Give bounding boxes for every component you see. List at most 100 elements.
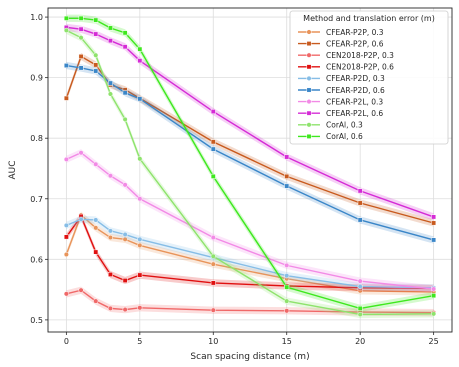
data-point — [93, 161, 99, 167]
data-point — [357, 305, 363, 311]
data-point — [63, 291, 69, 297]
data-point — [137, 96, 143, 102]
legend-marker — [306, 75, 312, 81]
y-tick-label: 0.8 — [30, 134, 43, 143]
axes: 0 5 10 15 20 25 0.5 0.6 0.7 0.8 0.9 1.0 Scan spacing… — [8, 7, 453, 362]
x-tick-label: 10 — [208, 337, 218, 346]
data-point — [357, 217, 363, 223]
legend-item-3: CEN2018-P2P, 0.3 — [298, 51, 394, 60]
series-line — [66, 26, 434, 218]
data-point — [122, 182, 128, 188]
data-point — [284, 273, 290, 279]
data-point — [122, 116, 128, 122]
series-10 — [63, 14, 437, 313]
legend-label: CFEAR-P2D, 0.6 — [326, 86, 385, 95]
data-point — [210, 234, 216, 241]
data-point — [122, 278, 128, 283]
data-point — [63, 234, 69, 240]
data-point — [431, 293, 437, 299]
series-7 — [63, 149, 437, 293]
data-point — [357, 200, 363, 206]
data-point — [78, 26, 84, 32]
data-point — [107, 305, 113, 311]
legend-box — [289, 10, 449, 145]
data-point — [78, 65, 84, 71]
data-point — [107, 228, 113, 234]
data-point — [431, 220, 437, 226]
data-point — [284, 262, 290, 268]
series-8 — [63, 23, 437, 221]
data-point — [107, 80, 113, 86]
legend-marker — [306, 29, 312, 35]
data-point — [431, 286, 437, 292]
x-tick-label: 20 — [355, 337, 365, 346]
data-point — [107, 272, 113, 277]
data-point — [93, 52, 99, 58]
data-point — [107, 38, 113, 44]
y-axis-title: AUC — [8, 160, 18, 179]
data-point — [63, 63, 69, 68]
data-point — [357, 284, 363, 290]
data-point — [93, 249, 99, 255]
y-tick-label: 0.5 — [30, 316, 43, 325]
legend-label: CFEAR-P2P, 0.6 — [326, 39, 384, 48]
data-point — [122, 307, 128, 313]
data-point — [93, 68, 99, 74]
legend-label: CFEAR-P2L, 0.3 — [326, 97, 383, 106]
data-point — [137, 46, 143, 52]
data-point — [137, 272, 143, 278]
legend-item-2: CFEAR-P2P, 0.6 — [298, 39, 384, 48]
legend-label: CorAl, 0.3 — [326, 121, 363, 130]
y-tick-label: 0.6 — [30, 255, 43, 264]
data-point — [122, 231, 128, 238]
data-point — [122, 44, 128, 50]
data-point — [93, 17, 99, 23]
data-point — [284, 284, 290, 290]
data-point — [210, 307, 216, 313]
legend-marker — [306, 110, 312, 116]
legend: Method and translation error (m) CFEAR-P2… — [289, 10, 449, 145]
data-point — [63, 95, 69, 101]
data-point — [284, 154, 290, 160]
data-point — [137, 58, 143, 64]
confidence-band — [66, 215, 434, 292]
data-point — [137, 156, 143, 162]
series-9 — [63, 26, 437, 319]
series-2 — [63, 52, 437, 227]
series-line — [66, 289, 434, 314]
series-line — [66, 218, 434, 289]
data-point — [210, 261, 216, 267]
data-point — [78, 35, 84, 41]
data-point — [122, 30, 128, 36]
legend-item-5: CFEAR-P2D, 0.3 — [298, 74, 385, 83]
data-point — [431, 311, 437, 317]
data-point — [78, 53, 84, 59]
series-line — [65, 213, 434, 293]
x-tick-label: 5 — [137, 337, 142, 346]
data-point — [210, 109, 216, 115]
data-point — [357, 278, 363, 284]
legend-marker — [306, 64, 312, 70]
data-point — [93, 298, 99, 304]
series-layer — [63, 14, 437, 319]
data-point — [93, 31, 99, 37]
legend-label: CFEAR-P2L, 0.6 — [326, 109, 383, 118]
series-line — [66, 151, 434, 290]
data-point — [210, 146, 216, 152]
data-point — [78, 15, 84, 21]
series-6 — [63, 61, 437, 244]
data-point — [210, 139, 216, 145]
legend-label: CFEAR-P2P, 0.3 — [326, 28, 384, 37]
data-point — [137, 305, 143, 311]
data-point — [137, 242, 143, 248]
legend-marker — [306, 122, 312, 128]
data-point — [357, 311, 363, 317]
data-point — [284, 308, 290, 314]
legend-item-8: CFEAR-P2L, 0.6 — [298, 109, 383, 118]
data-point — [210, 280, 216, 286]
data-point — [93, 217, 99, 223]
series-line — [66, 17, 434, 310]
data-point — [107, 91, 113, 97]
legend-item-4: CEN2018-P2P, 0.6 — [298, 63, 394, 72]
